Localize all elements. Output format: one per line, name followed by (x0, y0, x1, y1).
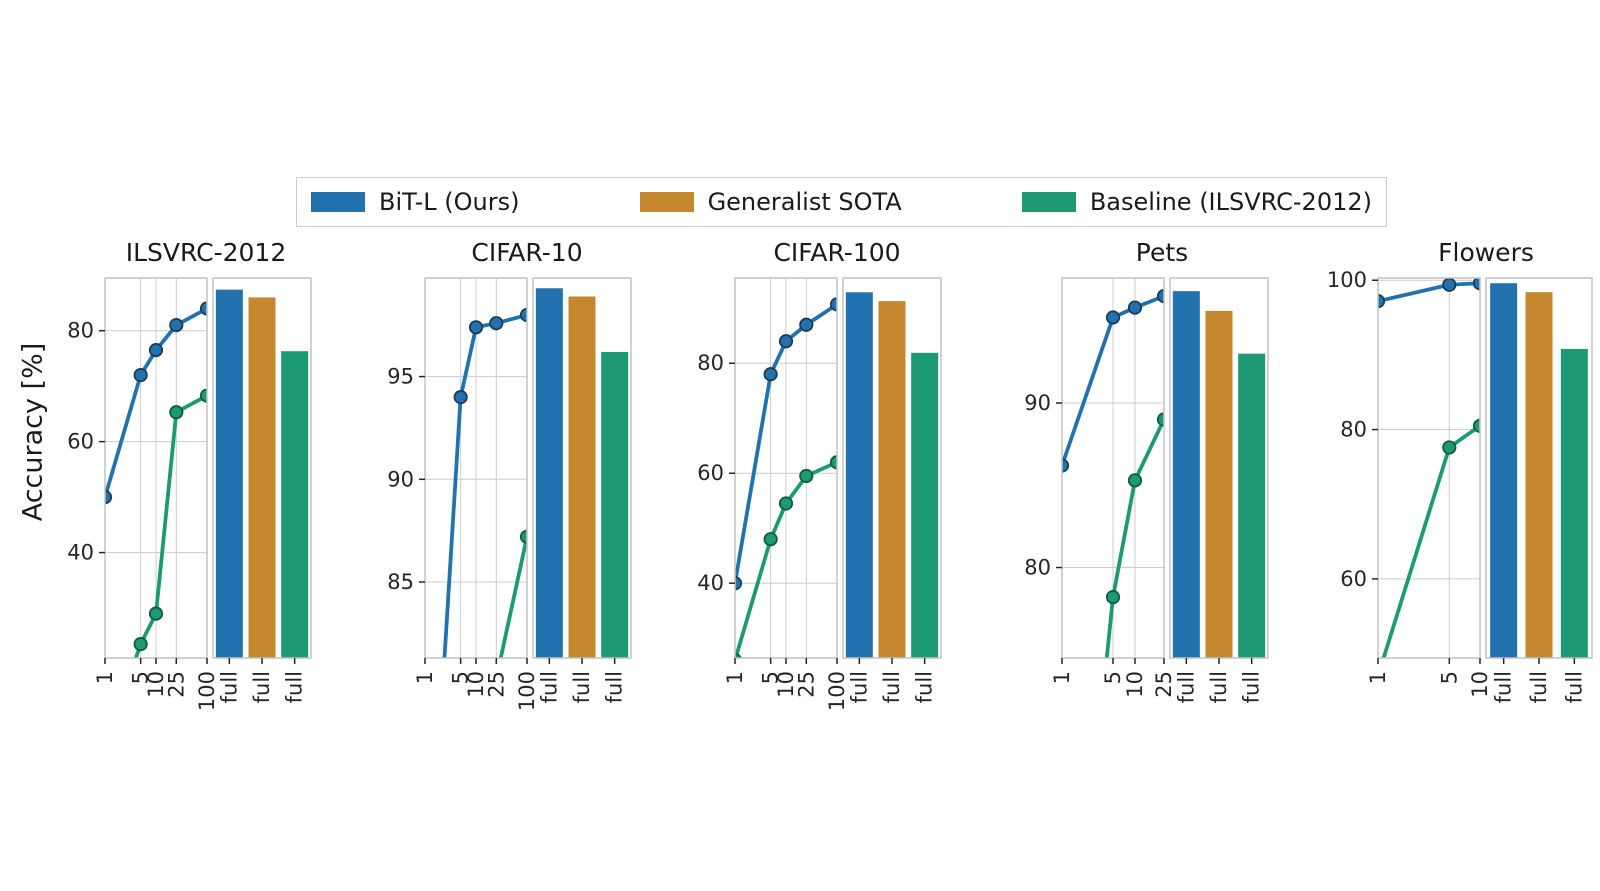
svg-text:full: full (1562, 671, 1586, 703)
svg-text:full: full (847, 671, 871, 703)
svg-text:80: 80 (1024, 556, 1051, 580)
svg-text:full: full (913, 671, 937, 703)
svg-text:60: 60 (1340, 567, 1367, 591)
svg-text:full: full (1240, 671, 1264, 703)
legend-item-baseline: Baseline (ILSVRC-2012) (1021, 188, 1372, 216)
panel-title-ilsvrc-2012: ILSVRC-2012 (125, 238, 287, 267)
legend-swatch-bit-l-icon (311, 192, 365, 212)
svg-text:1: 1 (723, 671, 747, 684)
svg-text:full: full (1527, 671, 1551, 703)
svg-text:90: 90 (1024, 391, 1051, 415)
svg-text:full: full (537, 671, 561, 703)
legend-swatch-generalist-sota-icon (639, 192, 694, 212)
svg-text:10: 10 (1468, 671, 1492, 698)
svg-text:25: 25 (484, 671, 508, 698)
svg-text:100: 100 (195, 671, 219, 711)
svg-text:full: full (217, 671, 241, 703)
svg-text:5: 5 (1101, 671, 1125, 684)
svg-text:1: 1 (93, 671, 117, 684)
svg-text:25: 25 (794, 671, 818, 698)
legend-label-baseline: Baseline (ILSVRC-2012) (1089, 188, 1372, 216)
svg-text:25: 25 (164, 671, 188, 698)
svg-text:95: 95 (387, 365, 414, 389)
svg-text:10: 10 (464, 671, 488, 698)
panel-title-cifar-10: CIFAR-10 (471, 238, 583, 267)
svg-text:5: 5 (449, 671, 473, 684)
panel-title-cifar-100: CIFAR-100 (773, 238, 901, 267)
panel-title-flowers: Flowers (1438, 238, 1534, 267)
svg-text:5: 5 (129, 671, 153, 684)
svg-text:40: 40 (697, 571, 724, 595)
legend-label-bit-l: BiT-L (Ours) (379, 188, 520, 216)
svg-text:1: 1 (413, 671, 437, 684)
svg-text:1: 1 (1366, 671, 1390, 684)
svg-text:25: 25 (1152, 671, 1176, 698)
svg-text:full: full (880, 671, 904, 703)
svg-text:5: 5 (1437, 671, 1461, 684)
svg-text:10: 10 (144, 671, 168, 698)
svg-text:full: full (283, 671, 307, 703)
legend-swatch-baseline-icon (1021, 192, 1076, 212)
svg-text:10: 10 (774, 671, 798, 698)
svg-text:80: 80 (697, 351, 724, 375)
svg-text:60: 60 (697, 461, 724, 485)
svg-text:60: 60 (67, 430, 94, 454)
svg-text:100: 100 (1327, 268, 1367, 292)
svg-text:5: 5 (759, 671, 783, 684)
svg-text:1: 1 (1050, 671, 1074, 684)
svg-text:85: 85 (387, 570, 414, 594)
legend: BiT-L (Ours) Generalist SOTA Baseline (I… (296, 177, 1387, 227)
svg-text:40: 40 (67, 541, 94, 565)
panel-title-pets: Pets (1135, 238, 1189, 267)
svg-text:100: 100 (515, 671, 539, 711)
svg-text:90: 90 (387, 467, 414, 491)
svg-text:full: full (603, 671, 627, 703)
svg-text:10: 10 (1123, 671, 1147, 698)
legend-label-generalist-sota: Generalist SOTA (707, 188, 902, 216)
svg-text:full: full (1174, 671, 1198, 703)
legend-item-bit-l: BiT-L (Ours) (311, 188, 519, 216)
svg-text:full: full (1492, 671, 1516, 703)
svg-text:full: full (570, 671, 594, 703)
legend-item-generalist-sota: Generalist SOTA (639, 188, 902, 216)
svg-text:100: 100 (825, 671, 849, 711)
svg-text:80: 80 (1340, 418, 1367, 442)
svg-text:full: full (250, 671, 274, 703)
y-axis-label: Accuracy [%] (17, 342, 49, 522)
svg-text:full: full (1207, 671, 1231, 703)
svg-text:80: 80 (67, 319, 94, 343)
